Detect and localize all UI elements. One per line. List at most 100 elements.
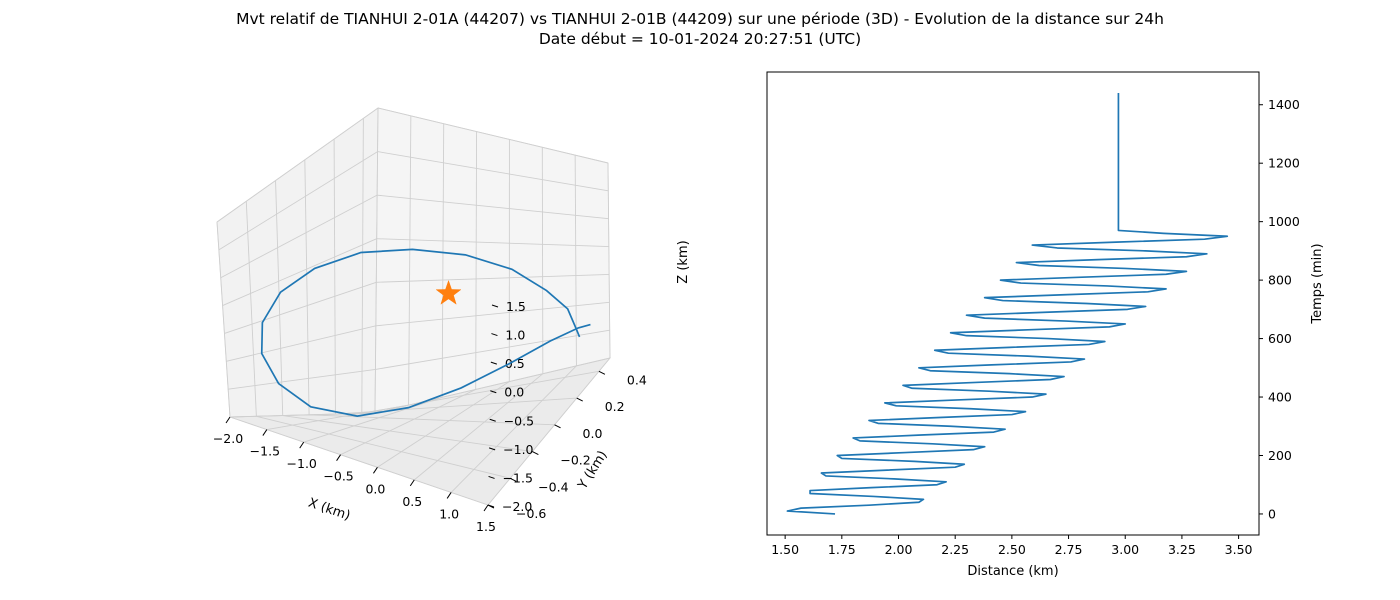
x-tick-mark-3d [373, 467, 378, 474]
grid-z-back [376, 273, 610, 283]
z-tick-mark-3d [490, 390, 497, 394]
z-tick-label-3d: −2.0 [502, 499, 532, 514]
z-tick-mark-3d [487, 504, 495, 508]
x-axis-label: Distance (km) [967, 564, 1058, 579]
x-tick-label-3d: −1.5 [250, 444, 280, 459]
y-tick-label-3d: 0.2 [605, 399, 625, 414]
y-tick-label: 1200 [1268, 156, 1300, 171]
y-tick-label-3d: 0.4 [627, 372, 647, 387]
y-tick-label-3d: −0.2 [560, 453, 590, 468]
grid-y-floor [282, 415, 533, 452]
grid-x-floor [450, 365, 577, 493]
x-tick-label-3d: −0.5 [323, 469, 353, 484]
grid-x-floor [340, 389, 476, 456]
grid-z-back [377, 194, 609, 220]
figure-subtitle: Date début = 10-01-2024 20:27:51 (UTC) [538, 30, 862, 48]
x-tick-mark-3d [299, 441, 305, 449]
grid-z-back [375, 301, 610, 327]
x-tick-label: 1.75 [828, 542, 856, 557]
grid-z-back [376, 238, 609, 248]
figure-title: Mvt relatif de TIANHUI 2-01A (44207) vs … [236, 10, 1164, 28]
z-tick-label-3d: −1.0 [503, 442, 533, 457]
grid-x-floor [487, 357, 611, 506]
axes-2d: 1.50 1.75 2.00 2.25 2.50 2.75 3.00 3.25 3.50 0 200… [766, 71, 1325, 579]
grid-y-wall [361, 118, 364, 414]
x-tick-label-3d: 1.5 [476, 519, 496, 534]
x-tick-label: 3.25 [1168, 542, 1196, 557]
y-tick-mark-3d [532, 451, 539, 455]
y-tick-label-3d: −0.4 [538, 479, 568, 494]
z-tick-mark-3d [488, 447, 496, 451]
x-tick-mark-3d [336, 454, 341, 461]
x-tick-label: 2.25 [941, 542, 969, 557]
x-tick-label-3d: 0.0 [365, 481, 385, 496]
grid-z-back [375, 329, 610, 370]
y-tick-label: 600 [1268, 331, 1292, 346]
z-axis-label-3d: Z (km) [676, 240, 691, 283]
grid-z-wall [222, 238, 377, 306]
x-tick-mark-3d [446, 492, 452, 499]
reference-star-marker [435, 279, 462, 305]
grid-z-wall [224, 281, 377, 334]
z-tick-label-3d: 0.0 [504, 385, 524, 400]
grid-x-floor [413, 373, 544, 481]
y-tick-mark-3d [576, 397, 583, 402]
y-tick-label: 1400 [1268, 97, 1300, 112]
grid-z-back [377, 107, 609, 164]
z-tick-label-3d: 0.5 [505, 356, 525, 371]
z-tick-mark-3d [488, 475, 495, 479]
distance-series-line [786, 93, 1229, 515]
grid-y-wall [216, 221, 231, 418]
x-tick-label: 3.50 [1225, 542, 1253, 557]
grid-z-wall [220, 194, 378, 279]
y-tick-label: 1000 [1268, 214, 1300, 229]
grid-x-back [441, 123, 445, 398]
x-axis-label-3d: X (km) [306, 496, 352, 524]
grid-y-floor [361, 370, 599, 414]
grid-x-back [475, 131, 478, 390]
grid-z-wall [218, 151, 378, 251]
x-tick-mark-3d [483, 504, 489, 512]
x-tick-mark-3d [225, 416, 231, 424]
grid-x-back [541, 147, 544, 374]
grid-y-wall [245, 201, 257, 417]
grid-y-wall [304, 159, 310, 415]
x-tick-mark-3d [409, 479, 415, 487]
y-tick-label-3d: −0.6 [516, 506, 546, 521]
axes-3d-panes [216, 107, 612, 506]
axes-3d-gridlines [216, 107, 611, 506]
x-tick-label-3d: −1.0 [287, 456, 317, 471]
x-tick-label: 3.00 [1111, 542, 1139, 557]
z-tick-label-3d: 1.0 [505, 328, 525, 343]
x-tick-label-3d: −2.0 [213, 431, 243, 446]
axes-2d-data [786, 93, 1229, 515]
grid-y-floor [309, 414, 555, 426]
x-tick-label-3d: 0.5 [402, 494, 422, 509]
grid-x-floor [377, 381, 510, 468]
grid-z-wall [228, 368, 376, 390]
z-tick-label-3d: −1.5 [503, 470, 533, 485]
grid-z-back [377, 151, 609, 192]
x-tick-mark-3d [262, 429, 268, 436]
y-axis-label: Temps (min) [1310, 243, 1325, 324]
relative-trajectory-line [260, 248, 591, 417]
grid-y-floor [229, 416, 489, 506]
z-tick-mark-3d [490, 361, 498, 365]
axes-3d-ticks: −2.0 −1.5 −1.0 −0.5 0.0 0.5 1.0 1.5 −0.6 −0.4 −0.2… [213, 299, 647, 534]
z-tick-mark-3d [491, 333, 498, 337]
x-tick-label: 2.00 [885, 542, 913, 557]
x-tick-label: 2.50 [998, 542, 1026, 557]
grid-y-wall [275, 180, 284, 416]
z-tick-mark-3d [489, 418, 496, 422]
grid-y-floor [256, 415, 511, 479]
axes-2d-ticks: 1.50 1.75 2.00 2.25 2.50 2.75 3.00 3.25 3.50 0 200… [771, 97, 1300, 557]
y-tick-mark-3d [598, 370, 606, 375]
x-tick-label-3d: 1.0 [439, 506, 459, 521]
y-tick-label-3d: 0.0 [583, 426, 603, 441]
grid-x-floor [303, 396, 443, 443]
x-tick-label: 1.50 [771, 542, 799, 557]
grid-y-wall [333, 139, 336, 415]
grid-x-back [607, 162, 611, 359]
pane-left-wall [216, 107, 379, 418]
